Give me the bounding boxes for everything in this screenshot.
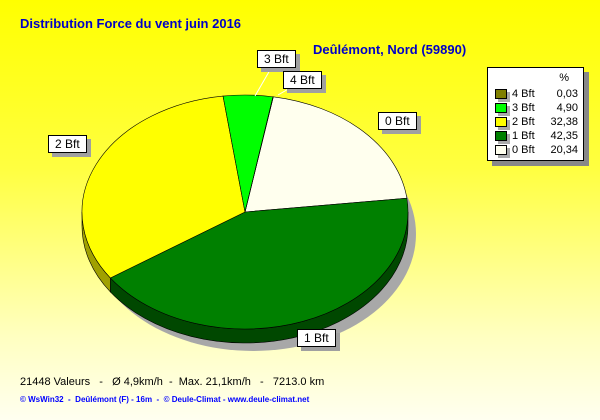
legend-label: 3 Bft [512,102,535,114]
slice-label-0bft: 0 Bft [378,112,417,130]
slice-label-1bft: 1 Bft [297,329,336,347]
legend-label: 0 Bft [512,144,535,156]
legend-value: 0,03 [556,88,578,100]
chart-title: Distribution Force du vent juin 2016 [20,16,242,31]
legend-item: 3 Bft 4,90 [495,102,580,114]
slice-0bft [244,96,408,213]
legend: % 4 Bft 0,03 3 Bft 4,90 2 Bft 32,38 1 Bft 42… [487,67,584,161]
slice-label-4bft: 4 Bft [283,71,322,89]
legend-header: % [559,72,569,84]
legend-item: 1 Bft 42,35 [495,130,580,142]
legend-item: 0 Bft 20,34 [495,144,580,156]
slice-1bft [109,197,409,330]
legend-item: 2 Bft 32,38 [495,116,580,128]
footer-credits: © WsWin32 - Deûlémont (F) - 16m - © Deul… [20,395,310,404]
footer-stats: 21448 Valeurs - Ø 4,9km/h - Max. 21,1km/… [20,376,325,388]
legend-swatch [495,103,507,113]
slice-label-2bft: 2 Bft [48,135,87,153]
legend-value: 42,35 [550,130,578,142]
legend-value: 20,34 [550,144,578,156]
legend-value: 32,38 [550,116,578,128]
legend-value: 4,90 [556,102,578,114]
legend-swatch [495,131,507,141]
slice-2bft [81,95,246,279]
slice-4bft [244,96,274,213]
legend-label: 2 Bft [512,116,535,128]
slice-label-3bft: 3 Bft [257,50,296,68]
chart-subtitle: Deûlémont, Nord (59890) [313,42,467,57]
legend-swatch [495,145,507,155]
legend-item: 4 Bft 0,03 [495,88,580,100]
legend-swatch [495,89,507,99]
legend-label: 1 Bft [512,130,535,142]
leader-line [254,69,271,97]
leader-line [277,87,291,96]
legend-label: 4 Bft [512,88,535,100]
legend-swatch [495,117,507,127]
